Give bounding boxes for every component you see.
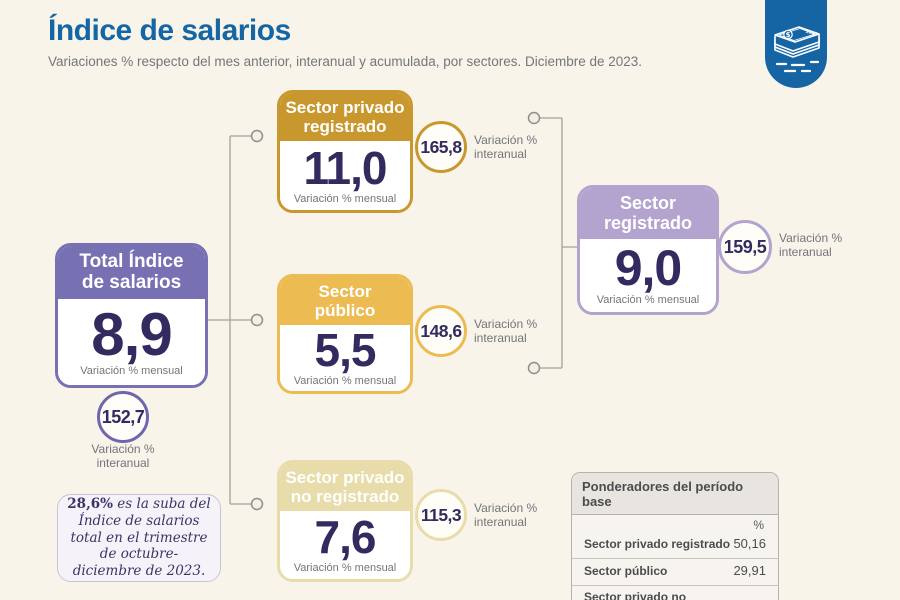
total-index-box: Total Índice de salarios 8,9 Variación %… [55, 243, 208, 388]
sector-registrado-box: Sector registrado 9,0 Variación % mensua… [577, 185, 719, 315]
table-row: Sector privado no registrado 19,93 [572, 585, 778, 600]
sector-publico-interannual-label: Variación % interanual [474, 317, 538, 346]
sector-registrado-title: Sector registrado [580, 188, 716, 239]
sector-privado-no-registrado-interannual-label: Variación % interanual [474, 501, 538, 530]
quarter-note-highlight: 28,6% [67, 495, 113, 512]
page-subtitle: Variaciones % respecto del mes anterior,… [48, 54, 643, 69]
sector-privado-registrado-box: Sector privado registrado 11,0 Variación… [277, 90, 413, 213]
ponderadores-table-title: Ponderadores del período base [572, 473, 778, 515]
sector-privado-registrado-interannual-label: Variación % interanual [474, 133, 538, 162]
total-monthly-value: 8,9 [91, 301, 172, 369]
sector-publico-title: Sector público [280, 277, 410, 326]
sector-privado-no-registrado-box: Sector privado no registrado 7,6 Variaci… [277, 460, 413, 582]
sector-registrado-interannual-label: Variación % interanual [779, 231, 843, 260]
money-icon: $ 1000 [774, 26, 820, 73]
sector-publico-interannual-circle: 148,6 [415, 305, 467, 357]
sector-publico-value: 5,5 [314, 324, 377, 377]
page-title: Índice de salarios [48, 14, 291, 47]
sector-publico-box: Sector público 5,5 Variación % mensual [277, 274, 413, 394]
sector-privado-registrado-title: Sector privado registrado [280, 93, 410, 142]
money-tab: $ 1000 [765, 0, 827, 88]
sector-privado-no-registrado-title: Sector privado no registrado [280, 463, 410, 512]
quarter-note-text: 28,6% es la suba del Índice de salarios … [67, 495, 211, 580]
ponderadores-table: Ponderadores del período base % Sector p… [571, 472, 779, 600]
svg-text:1000: 1000 [805, 29, 818, 36]
total-interannual-circle: 152,7 [97, 391, 149, 443]
sector-privado-registrado-interannual-circle: 165,8 [415, 121, 467, 173]
sector-privado-registrado-value: 11,0 [303, 141, 388, 194]
total-index-title: Total Índice de salarios [58, 246, 205, 299]
sector-registrado-interannual-circle: 159,5 [718, 220, 772, 274]
total-monthly-label: Variación % mensual [80, 365, 183, 378]
percent-column-header: % [753, 518, 764, 532]
table-row: Sector público 29,91 [572, 558, 778, 585]
total-interannual-label: Variación % interanual [91, 442, 155, 471]
svg-text:$: $ [786, 31, 791, 39]
quarter-note-box: 28,6% es la suba del Índice de salarios … [57, 494, 221, 582]
sector-privado-no-registrado-value: 7,6 [314, 511, 377, 564]
table-row: Sector privado registrado 50,16 [584, 536, 766, 551]
sector-registrado-value: 9,0 [614, 239, 683, 296]
sector-privado-no-registrado-interannual-circle: 115,3 [415, 489, 467, 541]
